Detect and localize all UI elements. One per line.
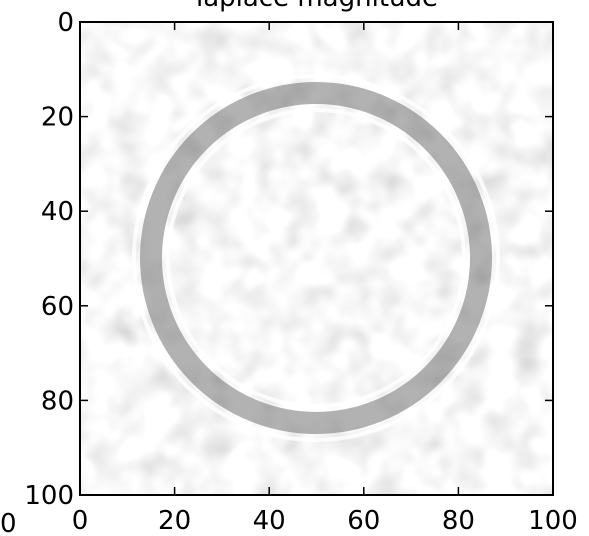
x-tick-label: 20 xyxy=(158,506,191,536)
x-tick-label: 40 xyxy=(253,506,286,536)
x-tick-label: 80 xyxy=(442,506,475,536)
x-tick-label: 100 xyxy=(528,506,578,536)
y-tick-label: 60 xyxy=(41,292,74,322)
y-tick-label: 0 xyxy=(57,8,74,38)
y-tick-label: 20 xyxy=(41,103,74,133)
x-tick-label: 60 xyxy=(347,506,380,536)
image xyxy=(80,22,553,495)
annotation: 0 xyxy=(0,509,17,536)
x-tick-label: 0 xyxy=(72,506,89,536)
chart-title: laplace magnitude xyxy=(196,0,438,13)
axes-frame xyxy=(79,21,554,496)
y-tick-label: 80 xyxy=(41,386,74,416)
y-tick-label: 40 xyxy=(41,197,74,227)
y-tick-label: 100 xyxy=(24,481,74,511)
